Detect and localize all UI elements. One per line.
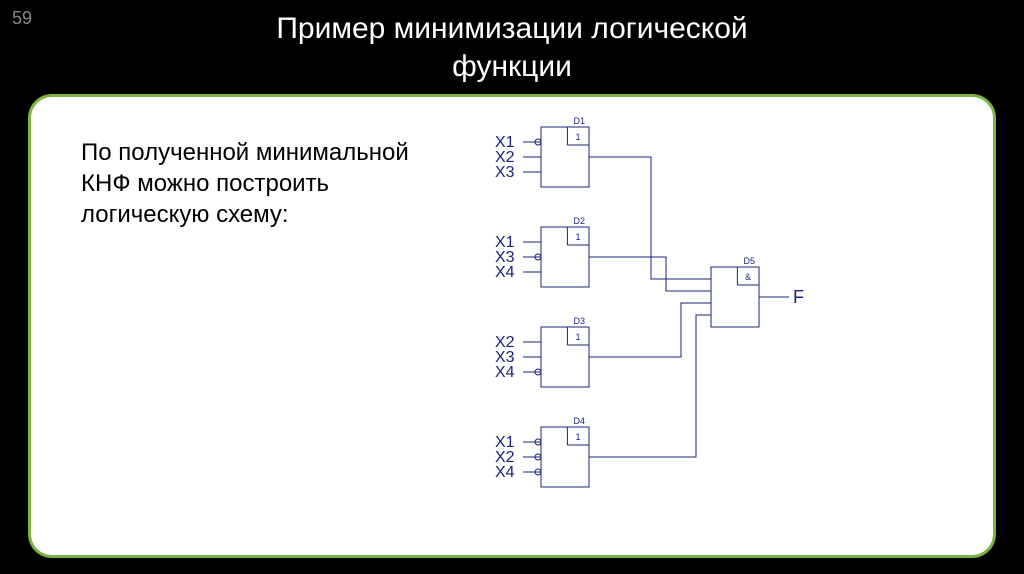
svg-text:1: 1 <box>575 432 580 442</box>
title-line-1: Пример минимизации логической <box>276 12 747 45</box>
svg-text:F: F <box>793 287 804 307</box>
svg-text:D5: D5 <box>743 256 755 266</box>
page-title: Пример минимизации логической функции <box>0 0 1024 85</box>
body-text: По полученной минимальной КНФ можно пост… <box>81 137 421 231</box>
svg-text:D3: D3 <box>573 316 585 326</box>
svg-text:X3: X3 <box>495 164 515 181</box>
svg-text:1: 1 <box>575 132 580 142</box>
svg-text:X4: X4 <box>495 264 515 281</box>
svg-text:D4: D4 <box>573 416 585 426</box>
svg-text:1: 1 <box>575 232 580 242</box>
svg-text:D1: D1 <box>573 117 585 126</box>
svg-text:&: & <box>745 272 751 282</box>
svg-text:D2: D2 <box>573 216 585 226</box>
svg-text:X4: X4 <box>495 464 515 481</box>
slide-number: 59 <box>12 8 32 29</box>
logic-circuit-diagram: D11X1X2X3D21X1X3X4D31X2X3X4D41X1X2X4D5&F <box>451 117 971 547</box>
title-line-2: функции <box>452 50 572 83</box>
svg-text:X4: X4 <box>495 364 515 381</box>
svg-text:1: 1 <box>575 332 580 342</box>
content-panel: По полученной минимальной КНФ можно пост… <box>28 94 996 558</box>
